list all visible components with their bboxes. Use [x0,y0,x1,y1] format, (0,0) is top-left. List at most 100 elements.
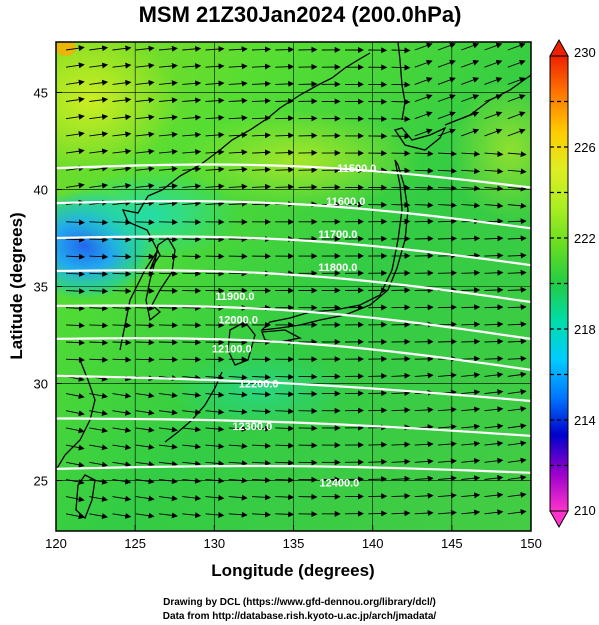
wind-arrow [275,442,295,449]
wind-arrow [414,77,433,85]
wind-arrow [205,460,225,467]
wind-arrow [112,288,132,295]
wind-arrow [484,252,504,259]
map-plot-area: 11500.0 11600.0 11700.0 11800.0 11900.0 12000… [56,42,531,531]
wind-arrow [391,47,411,54]
wind-arrow [228,166,248,173]
wind-arrow [158,270,178,277]
wind-arrow [507,509,527,516]
wind-arrow [158,392,178,399]
wind-arrow [182,183,202,190]
wind-arrow [135,392,155,399]
wind-arrow [414,128,433,137]
wind-arrow [391,98,411,105]
wind-arrow [89,182,109,189]
wind-arrow [368,493,388,500]
wind-arrow [158,80,178,87]
coast-sakhalin [397,42,406,121]
wind-arrow [437,492,457,499]
wind-arrow [182,149,202,156]
wind-arrow [275,408,295,415]
wind-arrow [228,443,248,450]
wind-arrow [182,443,202,450]
x-tick-label-135: 135 [283,536,305,551]
contour-label-12400.0: 12400.0 [320,477,360,489]
wind-arrow [484,304,504,311]
wind-arrow [112,182,132,189]
wind-arrow [158,426,178,433]
wind-arrow [461,458,481,464]
wind-arrow [461,185,481,192]
wind-arrow [461,59,480,68]
wind-arrow [251,46,271,53]
wind-arrow [507,151,527,158]
wind-arrow [89,62,109,69]
wind-arrow [182,374,202,381]
contour-11900.0 [56,304,531,341]
wind-arrow [89,392,108,399]
wind-arrow [275,46,295,53]
wind-arrow [251,149,271,156]
wind-arrow [158,62,178,69]
wind-arrow [437,338,457,345]
wind-arrow [414,202,434,209]
wind-arrow [414,304,434,311]
wind-arrow [205,97,225,104]
wind-arrow [228,132,248,139]
wind-arrow [461,77,480,85]
wind-arrow [251,183,271,190]
wind-arrow [507,423,527,430]
wind-arrow [65,79,85,86]
wind-arrow [368,390,388,397]
wind-arrow [414,235,434,242]
wind-arrow [228,391,248,398]
wind-arrow [228,149,248,156]
wind-arrow [65,461,85,468]
wind-arrow [484,355,504,362]
wind-arrow [65,288,85,295]
wind-arrow [507,474,527,481]
wind-arrow [135,426,155,433]
colorbar-label-226: 226 [574,140,596,155]
wind-arrow [461,355,481,362]
wind-arrow [461,150,481,157]
wind-arrow [89,288,109,295]
wind-arrow [391,116,411,123]
wind-arrow [228,511,248,518]
wind-arrow [507,286,527,293]
wind-arrow [135,270,155,277]
wind-arrow [484,77,503,85]
wind-arrow [484,406,504,413]
wind-arrow [437,218,457,225]
wind-arrow [135,219,155,226]
wind-arrow [251,408,271,415]
wind-arrow [275,425,295,432]
y-axis-label: Latitude (degrees) [7,212,26,359]
wind-arrow [484,168,504,175]
wind-arrow [437,304,457,311]
wind-arrow [135,45,155,52]
colorbar-min-triangle [549,510,569,529]
wind-arrow [135,287,155,294]
y-axis-ticks: 25 30 35 40 45 [34,85,62,489]
wind-arrow [182,200,202,207]
wind-arrow [65,427,85,434]
wind-arrow [112,97,132,103]
wind-arrow [135,114,155,121]
wind-arrow [89,96,109,103]
wind-arrow [65,148,85,155]
wind-arrow [484,128,503,137]
wind-arrow [414,406,434,413]
wind-arrow [461,235,481,242]
wind-arrow [158,305,178,312]
wind-arrow [484,440,504,447]
wind-arrow [391,493,411,500]
wind-arrow [507,252,527,259]
wind-arrow [391,133,411,140]
wind-arrow [158,478,178,485]
wind-arrow [112,131,132,138]
wind-arrow [251,201,271,208]
wind-arrow [65,219,85,226]
colorbar-label-210: 210 [574,503,596,518]
wind-arrow [507,355,527,362]
